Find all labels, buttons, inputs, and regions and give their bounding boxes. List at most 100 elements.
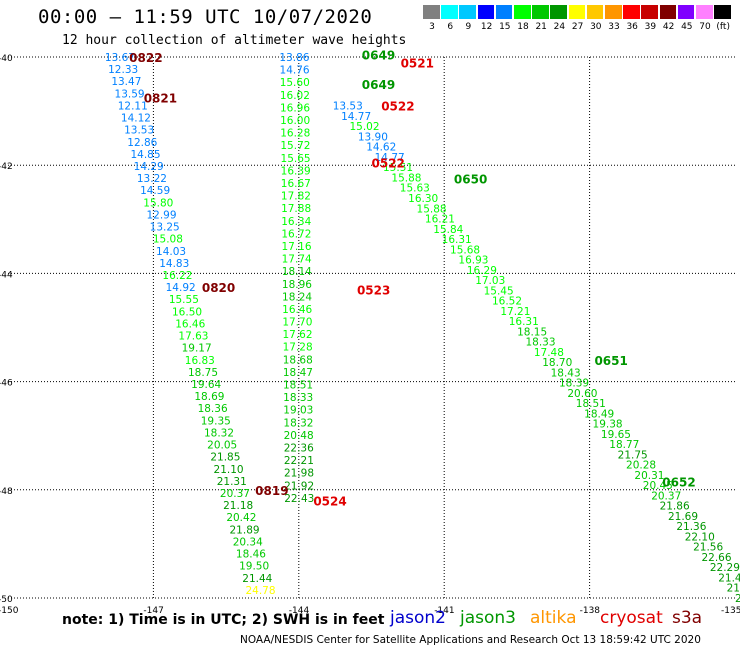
swh-value: 14.83	[159, 258, 189, 270]
swh-value: 16.50	[172, 306, 202, 318]
swh-value: 16.72	[281, 228, 311, 240]
swh-value: 14.85	[130, 149, 160, 161]
swh-value: 20.37	[651, 490, 681, 502]
swh-value: 18.77	[609, 439, 639, 451]
lat-tick-label: -44	[0, 270, 13, 280]
legend-label: (ft)	[716, 22, 730, 32]
swh-value: 18.49	[584, 408, 614, 420]
swh-value: 22.66	[701, 552, 731, 564]
swh-value: 18.51	[283, 380, 313, 392]
swh-value: 16.46	[175, 318, 205, 330]
swh-value: 15.72	[280, 140, 310, 152]
swh-value: 18.32	[283, 417, 313, 429]
lon-tick-label: -138	[580, 606, 601, 616]
swh-value: 18.43	[551, 367, 581, 379]
swh-value: 17.21	[500, 306, 530, 318]
legend-label: 30	[590, 22, 602, 32]
swh-value: 18.33	[283, 392, 313, 404]
pass-time-label: 0651	[594, 354, 627, 368]
swh-value: 21.56	[693, 542, 723, 554]
swh-value: 15.60	[280, 77, 310, 89]
swh-value: 18.75	[188, 367, 218, 379]
legend-swatch	[696, 5, 713, 19]
swh-value: 19.38	[593, 419, 623, 431]
swh-value: 18.33	[525, 337, 555, 349]
swh-value: 15.84	[433, 224, 463, 236]
legend-altika: altika	[530, 608, 577, 628]
swh-value: 21.18	[223, 500, 253, 512]
legend-label: 39	[644, 22, 657, 32]
swh-value: 18.36	[198, 403, 228, 415]
pass-time-label: 0821	[144, 92, 177, 106]
map-title: 00:00 – 11:59 UTC 10/07/2020	[38, 6, 373, 28]
swh-value: 20.05	[207, 440, 237, 452]
swh-value: 13.25	[150, 222, 180, 234]
swh-value: 13.22	[137, 173, 167, 185]
swh-value: 18.14	[282, 266, 312, 278]
swh-value: 20.31	[634, 470, 664, 482]
swh-value: 17.82	[281, 191, 311, 203]
swh-value: 21.51	[735, 593, 740, 605]
swh-value: 20.45	[643, 480, 673, 492]
swh-value: 20.48	[284, 430, 314, 442]
swh-value: 21.34	[727, 583, 740, 595]
swh-value: 16.67	[281, 178, 311, 190]
swh-value: 17.62	[282, 329, 312, 341]
swh-value: 18.70	[542, 357, 572, 369]
swh-value: 15.51	[383, 162, 413, 174]
pass-time-label: 0523	[357, 284, 390, 298]
swh-value: 15.88	[391, 172, 421, 184]
legend-jason3: jason3	[460, 608, 516, 628]
swh-value: 21.75	[618, 449, 648, 461]
swh-value: 18.32	[204, 427, 234, 439]
pass-time-label: 0650	[454, 173, 487, 187]
lon-tick-label: -141	[434, 606, 454, 616]
lat-tick-label: -40	[0, 54, 13, 64]
swh-value: 16.83	[185, 355, 215, 367]
legend-label: 24	[553, 22, 566, 32]
legend-label: 42	[662, 22, 675, 32]
swh-value: 12.11	[118, 100, 148, 112]
legend-swatch	[714, 5, 731, 19]
swh-value: 18.68	[283, 354, 313, 366]
legend-swatch	[423, 5, 440, 19]
swh-value: 16.21	[425, 214, 455, 226]
legend-swatch	[659, 5, 677, 19]
swh-value: 16.02	[280, 90, 310, 102]
legend-swatch	[550, 5, 567, 19]
legend-cryosat: cryosat	[600, 608, 663, 628]
swh-value: 15.88	[417, 203, 447, 215]
swh-value: 15.55	[169, 294, 199, 306]
swh-value: 18.15	[517, 326, 547, 338]
swh-value: 13.67	[105, 52, 135, 64]
swh-value: 18.96	[282, 279, 312, 291]
swh-value: 22.10	[685, 531, 715, 543]
swh-value: 22.21	[284, 455, 314, 467]
legend-label: 45	[681, 22, 693, 32]
swh-value: 16.30	[408, 193, 438, 205]
pass-time-label: 0522	[372, 156, 405, 170]
swh-value: 21.44	[242, 573, 272, 585]
swh-value: 21.85	[210, 452, 240, 464]
swh-value: 21.44	[718, 572, 740, 584]
swh-value: 14.03	[156, 246, 186, 258]
legend-swatch	[677, 5, 695, 19]
legend-swatch	[605, 5, 622, 19]
swh-value: 21.69	[668, 511, 698, 523]
legend-s3a: s3a	[672, 608, 703, 628]
swh-value: 18.51	[576, 398, 606, 410]
swh-value: 13.59	[115, 88, 145, 100]
swh-value: 21.89	[230, 524, 260, 536]
swh-value: 17.48	[534, 347, 564, 359]
swh-value: 16.39	[281, 165, 311, 177]
legend-swatch	[514, 5, 531, 19]
legend-swatch	[532, 5, 549, 19]
swh-value: 22.36	[284, 443, 314, 455]
legend-label: 3	[429, 22, 435, 32]
swh-value: 15.45	[484, 285, 514, 297]
legend-label: 9	[465, 22, 472, 32]
swh-value: 12.99	[146, 209, 176, 221]
lon-tick-label: -150	[0, 606, 19, 616]
footnote: note: 1) Time is in UTC; 2) SWH is in fe…	[62, 612, 385, 628]
swh-value: 24.78	[245, 585, 275, 597]
